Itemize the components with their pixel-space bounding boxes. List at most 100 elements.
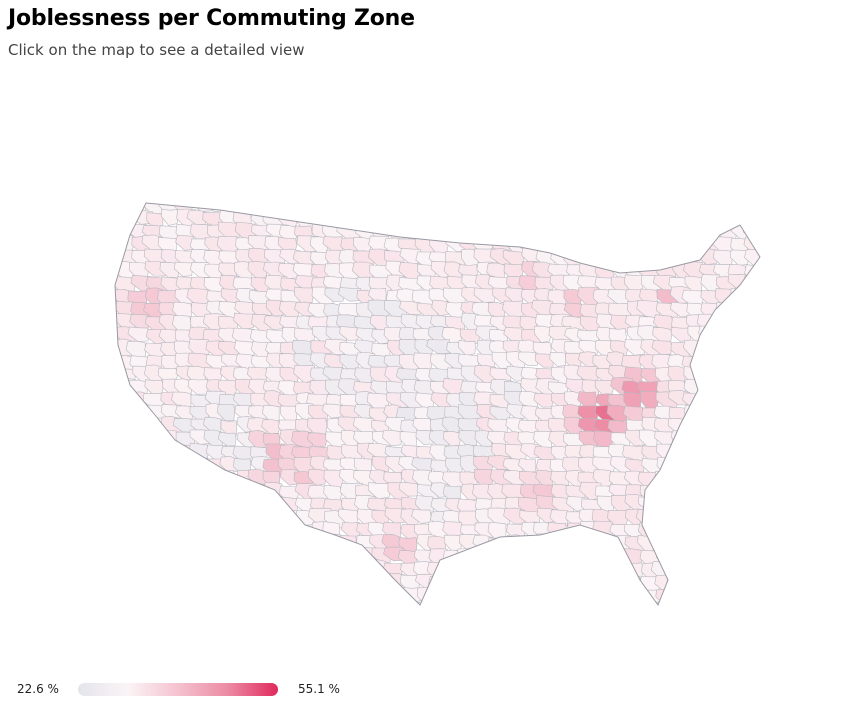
commuting-zone-area[interactable] — [324, 600, 349, 615]
commuting-zone-area[interactable] — [622, 197, 642, 215]
commuting-zone-area[interactable] — [100, 560, 117, 576]
commuting-zone-area[interactable] — [473, 602, 497, 615]
commuting-zone-area[interactable] — [533, 431, 553, 449]
commuting-zone-area[interactable] — [247, 261, 268, 279]
commuting-zone-area[interactable] — [505, 559, 530, 577]
commuting-zone-area[interactable] — [757, 326, 770, 346]
commuting-zone-area[interactable] — [413, 352, 433, 372]
commuting-zone-area[interactable] — [744, 275, 764, 294]
commuting-zone-area[interactable] — [637, 210, 659, 229]
commuting-zone-area[interactable] — [382, 521, 402, 540]
commuting-zone-area[interactable] — [667, 547, 690, 567]
commuting-zone-area[interactable] — [667, 209, 690, 228]
commuting-zone-area[interactable] — [489, 406, 511, 421]
commuting-zone-area[interactable] — [565, 559, 584, 579]
commuting-zone-area[interactable] — [670, 482, 693, 503]
commuting-zone-area[interactable] — [202, 497, 225, 515]
commuting-zone-area[interactable] — [322, 198, 340, 215]
commuting-zone-area[interactable] — [762, 521, 770, 535]
commuting-zone-area[interactable] — [684, 549, 705, 568]
commuting-zone-area[interactable] — [277, 560, 299, 576]
commuting-zone-area[interactable] — [443, 534, 463, 552]
commuting-zone-area[interactable] — [503, 585, 526, 604]
commuting-zone-area[interactable] — [102, 185, 121, 201]
commuting-zone-area[interactable] — [701, 354, 725, 376]
commuting-zone-area[interactable] — [172, 560, 191, 578]
commuting-zone-area[interactable] — [100, 481, 119, 502]
commuting-zone-area[interactable] — [371, 456, 390, 474]
commuting-zone-area[interactable] — [697, 341, 718, 361]
commuting-zone-area[interactable] — [187, 612, 209, 615]
commuting-zone-area[interactable] — [231, 484, 253, 501]
commuting-zone-area[interactable] — [487, 521, 507, 542]
commuting-zone-area[interactable] — [729, 417, 750, 436]
commuting-zone-area[interactable] — [759, 597, 770, 615]
commuting-zone-area[interactable] — [518, 561, 541, 579]
commuting-zone-area[interactable] — [172, 418, 196, 433]
commuting-zone-area[interactable] — [125, 340, 147, 360]
commuting-zone-area[interactable] — [266, 559, 289, 576]
commuting-zone-area[interactable] — [576, 209, 597, 230]
commuting-zone-area[interactable] — [233, 573, 255, 592]
commuting-zone-area[interactable] — [143, 521, 165, 537]
commuting-zone-area[interactable] — [519, 510, 541, 525]
commuting-zone-area[interactable] — [729, 574, 753, 591]
commuting-zone-area[interactable] — [206, 587, 226, 604]
commuting-zone-area[interactable] — [697, 601, 720, 615]
commuting-zone-area[interactable] — [337, 615, 358, 616]
commuting-zone-area[interactable] — [627, 185, 649, 202]
commuting-zone-area[interactable] — [607, 585, 628, 605]
commuting-zone-area[interactable] — [307, 196, 325, 212]
commuting-zone-area[interactable] — [294, 562, 313, 578]
commuting-zone-area[interactable] — [670, 326, 692, 342]
commuting-zone-area[interactable] — [248, 523, 270, 541]
commuting-zone-area[interactable] — [669, 443, 690, 462]
commuting-zone-area[interactable] — [762, 263, 770, 283]
commuting-zone-area[interactable] — [607, 235, 631, 254]
commuting-zone-area[interactable] — [729, 561, 754, 579]
commuting-zone-area[interactable] — [338, 508, 359, 525]
commuting-zone-area[interactable] — [261, 419, 281, 435]
commuting-zone-area[interactable] — [759, 236, 770, 257]
commuting-zone-area[interactable] — [552, 559, 573, 579]
commuting-zone-area[interactable] — [117, 521, 140, 540]
commuting-zone-area[interactable] — [115, 458, 137, 477]
commuting-zone-area[interactable] — [295, 588, 320, 606]
commuting-zone-area[interactable] — [683, 576, 706, 596]
commuting-zone-area[interactable] — [745, 547, 767, 563]
commuting-zone-area[interactable] — [399, 431, 417, 448]
commuting-zone-area[interactable] — [175, 405, 194, 421]
commuting-zone-area[interactable] — [144, 379, 164, 395]
commuting-zone-area[interactable] — [411, 602, 434, 615]
commuting-zone-area[interactable] — [351, 197, 373, 214]
commuting-zone-area[interactable] — [518, 198, 539, 213]
commuting-zone-area[interactable] — [459, 212, 481, 230]
commuting-zone-area[interactable] — [746, 366, 765, 385]
commuting-zone-area[interactable] — [356, 588, 380, 604]
commuting-zone-area[interactable] — [383, 600, 407, 615]
commuting-zone-area[interactable] — [745, 377, 766, 394]
commuting-zone-area[interactable] — [712, 456, 733, 476]
commuting-zone-area[interactable] — [143, 469, 163, 486]
commuting-zone-area[interactable] — [157, 468, 178, 488]
commuting-zone-area[interactable] — [699, 511, 721, 532]
commuting-zone-area[interactable] — [505, 534, 525, 553]
commuting-zone-area[interactable] — [235, 535, 257, 553]
commuting-zone-area[interactable] — [580, 237, 604, 256]
commuting-zone-area[interactable] — [100, 208, 121, 228]
commuting-zone-area[interactable] — [458, 430, 478, 447]
commuting-zone-area[interactable] — [652, 511, 675, 529]
commuting-zone-area[interactable] — [366, 559, 387, 579]
commuting-zone-area[interactable] — [502, 185, 524, 201]
commuting-zone-area[interactable] — [667, 457, 688, 475]
commuting-zone-area[interactable] — [670, 521, 693, 540]
commuting-zone-area[interactable] — [249, 574, 270, 589]
commuting-zone-area[interactable] — [414, 221, 438, 238]
commuting-zone-area[interactable] — [101, 588, 122, 605]
commuting-zone-area[interactable] — [340, 429, 359, 449]
commuting-zone-area[interactable] — [667, 563, 690, 583]
commuting-zone-area[interactable] — [758, 339, 770, 359]
commuting-zone-area[interactable] — [307, 548, 330, 566]
commuting-zone-area[interactable] — [161, 494, 181, 513]
commuting-zone-area[interactable] — [189, 550, 210, 570]
